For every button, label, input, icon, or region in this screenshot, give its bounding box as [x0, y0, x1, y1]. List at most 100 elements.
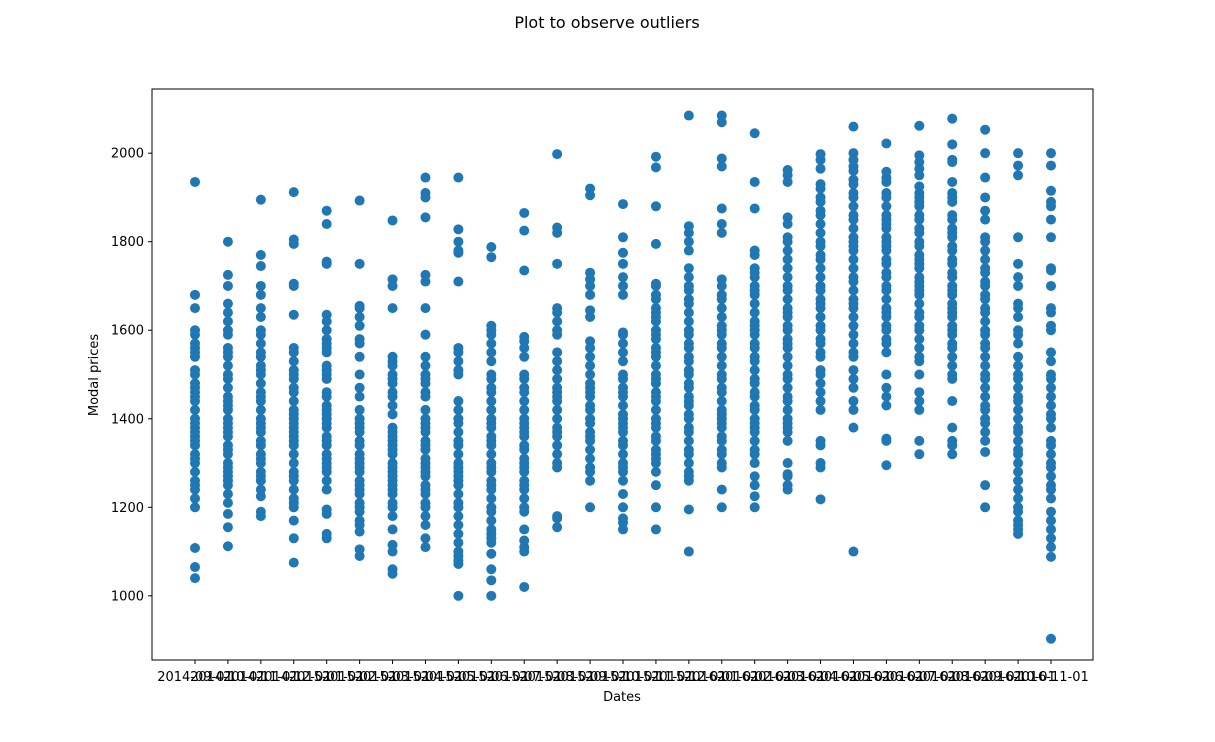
data-point: [980, 351, 991, 362]
data-point: [1046, 160, 1056, 171]
data-point: [255, 289, 266, 300]
data-point: [222, 329, 233, 340]
data-point: [519, 265, 530, 276]
data-point: [782, 427, 793, 438]
data-point: [782, 294, 793, 305]
data-point: [222, 480, 233, 491]
data-point: [288, 387, 299, 398]
data-point: [650, 480, 661, 491]
data-point: [980, 404, 991, 415]
data-point: [420, 329, 431, 340]
data-point: [650, 466, 661, 477]
data-point: [782, 404, 793, 415]
data-point: [190, 404, 200, 415]
data-point: [288, 449, 299, 460]
data-point: [782, 360, 793, 371]
data-point: [815, 263, 826, 274]
data-point: [519, 396, 530, 407]
data-point: [1046, 551, 1056, 562]
data-point: [782, 458, 793, 469]
data-point: [980, 267, 991, 278]
data-point: [947, 289, 958, 300]
data-point: [848, 422, 859, 433]
data-point: [222, 373, 233, 384]
data-point: [947, 214, 958, 225]
data-point: [947, 258, 958, 269]
data-point: [683, 110, 694, 121]
data-point: [947, 449, 958, 460]
data-point: [1046, 471, 1056, 482]
data-point: [585, 342, 596, 353]
data-point: [387, 391, 398, 402]
data-point: [255, 475, 266, 486]
x-tick-label: 2014-11-01: [223, 670, 299, 685]
data-point: [222, 489, 233, 500]
data-point: [387, 568, 398, 579]
data-point: [1013, 404, 1024, 415]
data-point: [815, 440, 826, 451]
data-point: [190, 176, 200, 187]
data-point: [420, 427, 431, 438]
data-point: [420, 212, 431, 223]
x-tick-label: 2015-04-01: [388, 670, 464, 685]
x-tick-label: 2016-08-01: [914, 670, 990, 685]
x-tick-label: 2015-08-01: [519, 670, 595, 685]
data-point: [815, 254, 826, 265]
data-point: [716, 373, 727, 384]
data-point: [848, 192, 859, 203]
data-point: [1013, 360, 1024, 371]
data-point: [354, 338, 365, 349]
data-point: [782, 435, 793, 446]
data-point: [453, 590, 464, 601]
data-point: [650, 162, 661, 173]
data-point: [683, 382, 694, 393]
data-point: [881, 325, 892, 336]
data-point: [815, 210, 826, 221]
data-point: [782, 396, 793, 407]
data-point: [321, 219, 332, 229]
data-point: [980, 307, 991, 318]
data-point: [585, 369, 596, 380]
data-point: [420, 391, 431, 402]
x-tick-label: 2016-03-01: [750, 670, 826, 685]
data-point: [782, 254, 793, 265]
data-point: [486, 252, 497, 263]
data-point: [190, 573, 200, 584]
data-point: [914, 311, 925, 322]
data-point: [1013, 528, 1024, 539]
data-point: [1013, 373, 1024, 384]
data-point: [716, 227, 727, 238]
data-point: [815, 227, 826, 238]
data-point: [552, 462, 563, 473]
data-point: [486, 506, 497, 517]
data-point: [1046, 201, 1056, 212]
data-point: [321, 258, 332, 269]
data-point: [288, 347, 299, 358]
data-point: [683, 342, 694, 353]
data-point: [255, 396, 266, 407]
data-point: [190, 440, 200, 451]
data-point: [190, 502, 200, 513]
data-point: [1013, 435, 1024, 446]
data-point: [1046, 356, 1056, 367]
data-point: [914, 227, 925, 238]
data-point: [650, 360, 661, 371]
data-point: [683, 435, 694, 446]
data-point: [618, 338, 628, 349]
data-point: [288, 515, 299, 526]
data-point: [782, 272, 793, 283]
data-point: [420, 520, 431, 530]
data-point: [552, 431, 563, 442]
data-point: [848, 165, 859, 176]
data-point: [486, 564, 497, 575]
data-point: [618, 440, 628, 451]
data-point: [749, 128, 760, 139]
data-point: [288, 440, 299, 451]
data-point: [255, 329, 266, 340]
data-point: [486, 493, 497, 504]
data-point: [618, 329, 628, 340]
data-point: [354, 311, 365, 322]
data-point: [486, 590, 497, 601]
data-point: [1013, 506, 1024, 517]
data-point: [453, 537, 464, 548]
